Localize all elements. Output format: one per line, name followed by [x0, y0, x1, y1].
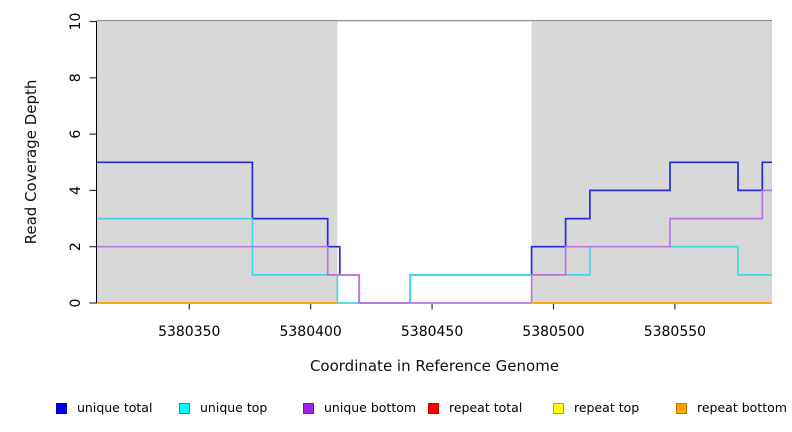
- y-tick-label: 2: [68, 242, 84, 251]
- unique-total-swatch-icon: [56, 402, 67, 414]
- x-tick-label: 5380550: [644, 324, 706, 340]
- unique-bottom-swatch-icon: [303, 402, 314, 414]
- legend-item-repeat-total: repeat total: [428, 398, 522, 418]
- legend-label: repeat bottom: [697, 400, 787, 415]
- legend-label: unique total: [77, 400, 153, 415]
- legend-label: unique bottom: [324, 400, 417, 415]
- y-tick-label: 0: [68, 299, 84, 308]
- repeat-top-swatch-icon: [553, 402, 564, 414]
- y-tick-label: 8: [68, 73, 84, 82]
- repeat-bottom-swatch-icon: [676, 402, 687, 414]
- series-unique-total: [97, 161, 772, 304]
- series-unique-top: [97, 217, 772, 304]
- legend: unique total unique top unique bottom re…: [0, 398, 792, 422]
- x-tick-label: 5380400: [279, 324, 341, 340]
- legend-item-unique-total: unique total: [56, 398, 152, 418]
- legend-label: repeat top: [574, 400, 640, 415]
- legend-item-unique-bottom: unique bottom: [303, 398, 416, 418]
- y-axis-title: Read Coverage Depth: [22, 79, 40, 245]
- legend-item-repeat-bottom: repeat bottom: [676, 398, 787, 418]
- unique-top-swatch-icon: [179, 402, 190, 414]
- legend-item-unique-top: unique top: [179, 398, 267, 418]
- repeat-total-swatch-icon: [428, 402, 439, 414]
- x-tick-label: 5380350: [158, 324, 220, 340]
- series-unique-bottom: [97, 189, 772, 304]
- y-tick-label: 6: [68, 130, 84, 139]
- x-tick-label: 5380500: [522, 324, 584, 340]
- x-tick-label: 5380450: [401, 324, 463, 340]
- x-axis-title: Coordinate in Reference Genome: [309, 357, 560, 375]
- legend-label: unique top: [200, 400, 268, 415]
- y-tick-label: 4: [68, 186, 84, 195]
- legend-item-repeat-top: repeat top: [553, 398, 639, 418]
- y-tick-label: 10: [68, 13, 84, 31]
- legend-label: repeat total: [449, 400, 523, 415]
